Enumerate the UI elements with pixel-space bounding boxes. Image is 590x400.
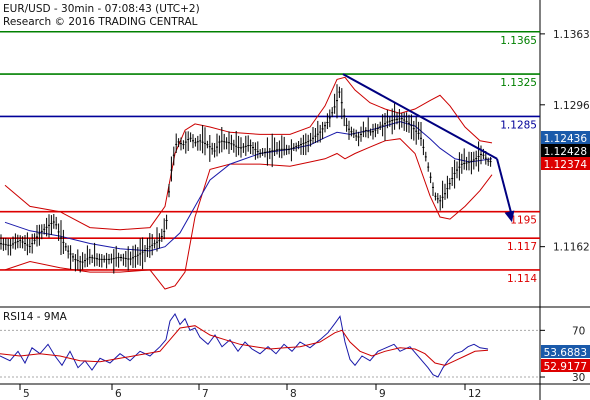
time-axis-tick-label: 8 <box>290 388 297 400</box>
rsi-badge-label: 52.9177 <box>544 361 587 373</box>
forecast-arrow-shaft <box>496 158 513 217</box>
price-axis-tick-label: 1.1162 <box>553 242 590 254</box>
forecast-arrow-head <box>504 210 515 223</box>
rsi-badge <box>541 345 590 358</box>
time-axis-tick-label: 6 <box>115 388 122 400</box>
price-badge-label: 1.12436 <box>544 133 588 145</box>
level-label-3: 1195 <box>510 215 537 227</box>
level-label-1: 1.1325 <box>500 77 537 89</box>
price-panel: 1.1365 1.1325 1.1285 1195 1.117 1.114 <box>0 30 540 290</box>
time-axis-tick-label: 12 <box>468 388 481 400</box>
price-axis-tick-label: 1.1363 <box>553 29 590 41</box>
price-badge <box>541 157 590 170</box>
time-axis-tick-label: 9 <box>379 388 386 400</box>
time-axis-tick-label: 7 <box>202 388 209 400</box>
price-bars <box>0 84 492 274</box>
price-badge-label: 1.12374 <box>544 159 588 171</box>
rsi-axis-tick-label: 30 <box>572 372 585 384</box>
price-badge-label: 1.12428 <box>544 146 587 158</box>
rsi-badge <box>541 359 590 372</box>
rsi-badge-label: 53.6883 <box>544 347 587 359</box>
level-label-0: 1.1365 <box>500 35 537 47</box>
bollinger-upper-line <box>4 76 493 231</box>
chart-header-credit: Research © 2016 TRADING CENTRAL <box>3 16 198 28</box>
level-label-4: 1.117 <box>507 241 537 253</box>
price-axis-tick-label: 1.1296 <box>553 100 590 112</box>
rsi-rsi-line <box>0 313 489 378</box>
price-badge <box>541 131 590 144</box>
level-label-5: 1.114 <box>507 273 537 285</box>
rsi-axis-tick-label: 70 <box>572 325 585 337</box>
chart-header-title: EUR/USD - 30min - 07:08:43 (UTC+2) <box>3 3 200 15</box>
downtrend-line <box>342 73 498 160</box>
rsi-panel: RSI14 - 9MA <box>0 311 540 378</box>
bollinger-lower-line <box>4 138 493 290</box>
rsi-signal-line <box>0 325 489 366</box>
price-badge <box>541 144 590 157</box>
moving-average-line <box>4 121 493 252</box>
level-label-2: 1.1285 <box>500 119 537 131</box>
rsi-panel-title: RSI14 - 9MA <box>3 311 68 323</box>
time-axis-tick-label: 5 <box>23 388 30 400</box>
